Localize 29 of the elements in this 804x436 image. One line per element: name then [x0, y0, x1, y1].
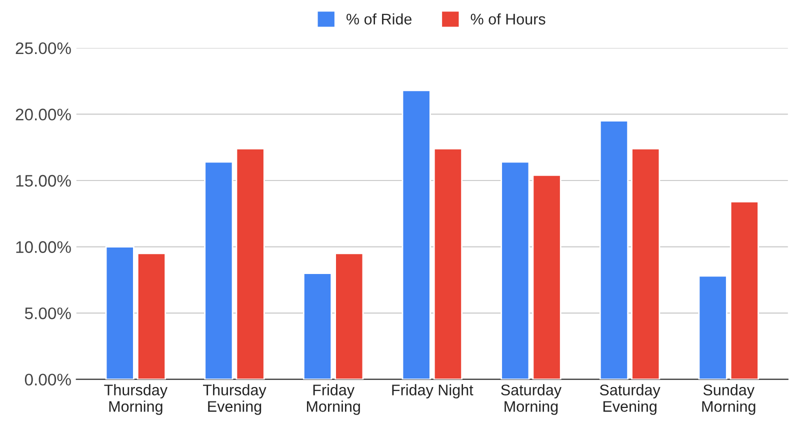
legend-label: % of Ride	[346, 13, 412, 25]
bar	[599, 120, 629, 380]
x-tick-label: Sunday Morning	[702, 384, 756, 415]
bar	[302, 272, 332, 380]
bar	[402, 90, 431, 380]
legend-label: % of Hours	[470, 13, 546, 25]
bar	[236, 148, 265, 380]
bar	[500, 161, 530, 380]
y-tick-label: 0.00%	[24, 374, 71, 386]
x-tick-label: Friday Night	[392, 384, 474, 398]
y-tick-label: 20.00%	[16, 108, 71, 120]
x-tick-label: Saturday Evening	[600, 384, 660, 415]
bar	[334, 252, 364, 380]
x-tick-label: Saturday Morning	[501, 384, 562, 415]
bar	[105, 246, 134, 380]
x-tick-label: Friday Morning	[306, 384, 360, 415]
y-tick-label: 25.00%	[16, 42, 71, 54]
bar	[532, 174, 562, 380]
bar	[136, 252, 166, 380]
x-tick-label: Thursday Evening	[203, 384, 266, 415]
bar	[204, 161, 234, 380]
y-tick-label: 10.00%	[16, 241, 71, 253]
x-tick-label: Thursday Morning	[104, 384, 168, 415]
bar	[730, 201, 759, 380]
bar	[433, 148, 462, 380]
bar	[698, 275, 728, 380]
y-tick-label: 5.00%	[24, 307, 71, 320]
y-tick-label: 15.00%	[16, 174, 71, 187]
bar	[631, 148, 660, 380]
